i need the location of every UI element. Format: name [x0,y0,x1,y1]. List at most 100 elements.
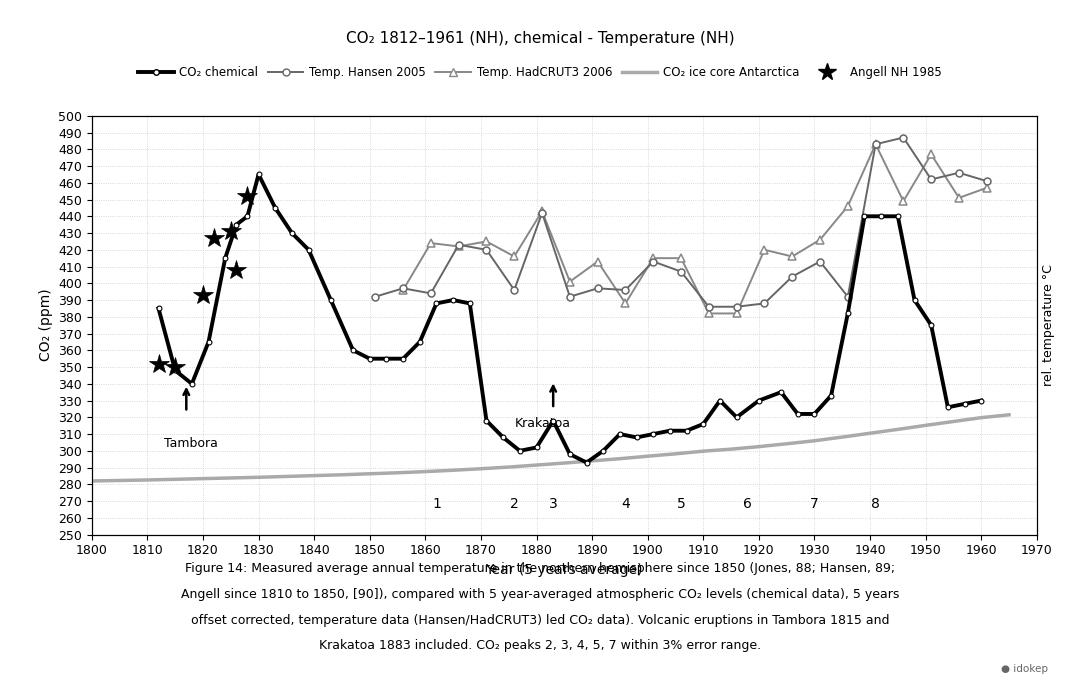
CO₂ ice core Antarctica [808,437,821,445]
CO₂ ice core Antarctica [474,464,487,473]
Temp. HadCRUT3 2006 [813,236,826,244]
Text: 2: 2 [510,497,518,511]
Temp. Hansen 2005 [564,293,577,301]
Legend: CO₂ chemical, Temp. Hansen 2005, Temp. HadCRUT3 2006, CO₂ ice core Antarctica, A: CO₂ chemical, Temp. Hansen 2005, Temp. H… [134,62,946,84]
CO₂ chemical [463,300,476,308]
CO₂ chemical [792,410,805,418]
CO₂ ice core Antarctica [530,461,543,469]
CO₂ ice core Antarctica [308,471,321,479]
CO₂ ice core Antarctica [1002,411,1015,419]
Temp. Hansen 2005 [396,284,409,292]
Angell NH 1985 [168,363,181,371]
CO₂ ice core Antarctica [697,447,710,455]
Temp. Hansen 2005 [786,272,799,281]
CO₂ ice core Antarctica [725,445,738,454]
CO₂ chemical [285,229,298,237]
Line: Temp. Hansen 2005: Temp. Hansen 2005 [372,134,990,311]
CO₂ ice core Antarctica [252,473,265,481]
Temp. Hansen 2005 [981,177,994,185]
CO₂ ice core Antarctica [197,475,210,483]
Temp. Hansen 2005 [702,302,715,311]
Temp. Hansen 2005 [869,140,882,148]
CO₂ chemical [447,296,460,304]
Temp. Hansen 2005 [758,300,771,308]
Y-axis label: rel. temperature °C: rel. temperature °C [1042,264,1055,386]
CO₂ chemical [924,321,937,330]
CO₂ ice core Antarctica [225,474,238,482]
CO₂ chemical [252,170,265,178]
Temp. Hansen 2005 [424,289,437,298]
CO₂ ice core Antarctica [780,440,793,448]
Text: 1: 1 [432,497,441,511]
Temp. HadCRUT3 2006 [841,202,854,210]
Text: 5: 5 [677,497,686,511]
Temp. HadCRUT3 2006 [396,286,409,294]
Temp. Hansen 2005 [924,175,937,183]
Text: offset corrected, temperature data (Hansen/HadCRUT3) led CO₂ data). Volcanic eru: offset corrected, temperature data (Hans… [191,614,889,627]
Temp. HadCRUT3 2006 [758,246,771,254]
Temp. HadCRUT3 2006 [508,253,521,261]
CO₂ chemical [186,380,199,388]
Temp. HadCRUT3 2006 [647,254,660,262]
CO₂ chemical [347,346,360,354]
CO₂ ice core Antarctica [753,443,766,451]
CO₂ chemical [975,396,988,405]
Line: CO₂ chemical: CO₂ chemical [157,172,984,465]
Temp. HadCRUT3 2006 [675,254,688,262]
Temp. HadCRUT3 2006 [869,140,882,148]
CO₂ chemical [753,396,766,405]
Y-axis label: CO₂ (ppm): CO₂ (ppm) [39,289,53,362]
Temp. Hansen 2005 [368,293,381,301]
CO₂ ice core Antarctica [613,455,626,463]
CO₂ chemical [808,410,821,418]
Temp. HadCRUT3 2006 [924,151,937,159]
CO₂ ice core Antarctica [864,429,877,437]
CO₂ chemical [202,338,215,346]
CO₂ chemical [168,366,181,375]
CO₂ ice core Antarctica [669,449,681,458]
Temp. Hansen 2005 [675,268,688,276]
Temp. Hansen 2005 [591,284,604,292]
CO₂ chemical [680,426,693,434]
Text: Figure 14: Measured average annual temperature in the northern hemisphere since : Figure 14: Measured average annual tempe… [185,562,895,575]
Line: Angell NH 1985: Angell NH 1985 [148,186,258,377]
CO₂ chemical [380,355,393,363]
Temp. HadCRUT3 2006 [953,194,966,202]
CO₂ chemical [875,212,888,221]
CO₂ chemical [697,420,710,428]
CO₂ ice core Antarctica [336,471,349,479]
CO₂ chemical [430,300,443,308]
CO₂ chemical [714,396,727,405]
Text: CO₂ 1812–1961 (NH), chemical - Temperature (NH): CO₂ 1812–1961 (NH), chemical - Temperatu… [346,31,734,46]
Temp. HadCRUT3 2006 [424,239,437,247]
CO₂ chemical [513,447,526,455]
CO₂ chemical [324,296,337,304]
CO₂ chemical [241,212,254,221]
Temp. Hansen 2005 [508,286,521,294]
CO₂ ice core Antarctica [419,468,432,476]
Text: Angell since 1810 to 1850, [90]), compared with 5 year-averaged atmospheric CO₂ : Angell since 1810 to 1850, [90]), compar… [180,588,900,601]
X-axis label: Year (5 years average): Year (5 years average) [486,563,643,577]
CO₂ chemical [597,447,610,455]
Angell NH 1985 [225,227,238,236]
CO₂ ice core Antarctica [140,476,153,484]
CO₂ chemical [219,254,232,262]
Temp. Hansen 2005 [453,240,465,249]
CO₂ ice core Antarctica [836,433,849,441]
CO₂ chemical [958,400,971,408]
Text: Tambora: Tambora [164,437,218,450]
CO₂ chemical [942,403,955,411]
CO₂ ice core Antarctica [447,466,460,475]
Text: 6: 6 [743,497,752,511]
CO₂ chemical [480,417,492,425]
CO₂ chemical [630,433,643,441]
CO₂ ice core Antarctica [947,417,960,426]
CO₂ chemical [663,426,676,434]
CO₂ chemical [152,304,165,313]
CO₂ chemical [825,392,838,400]
Angell NH 1985 [152,360,165,368]
CO₂ ice core Antarctica [113,477,126,485]
Temp. HadCRUT3 2006 [480,238,492,246]
Temp. Hansen 2005 [730,302,743,311]
Angell NH 1985 [230,266,243,274]
